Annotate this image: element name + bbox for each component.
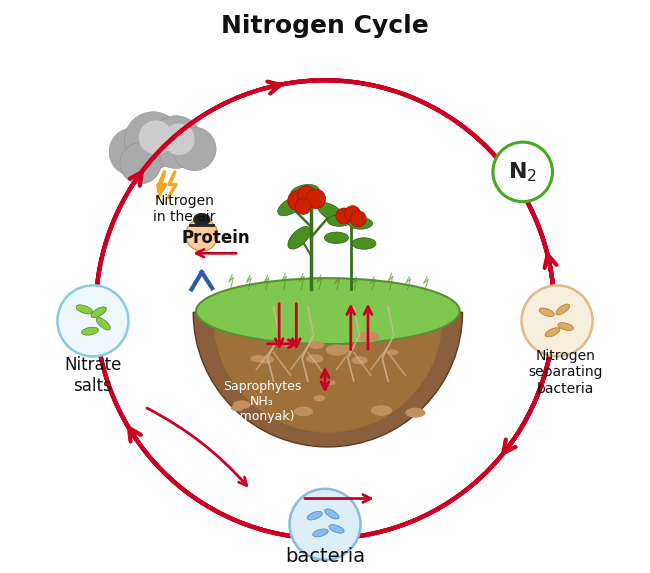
Ellipse shape (76, 305, 92, 314)
Text: Nitrogen
in the air: Nitrogen in the air (153, 194, 216, 224)
Ellipse shape (329, 525, 344, 533)
Ellipse shape (370, 405, 392, 416)
Ellipse shape (328, 215, 352, 226)
Circle shape (139, 120, 173, 155)
Circle shape (336, 208, 352, 224)
Ellipse shape (387, 350, 398, 355)
Circle shape (295, 198, 311, 214)
Ellipse shape (231, 405, 244, 411)
Ellipse shape (281, 339, 299, 348)
Text: bacteria: bacteria (285, 547, 365, 566)
Circle shape (344, 206, 361, 222)
Circle shape (186, 219, 218, 251)
Ellipse shape (326, 380, 335, 385)
Text: Nitrate
salts: Nitrate salts (64, 356, 122, 395)
Ellipse shape (558, 323, 573, 331)
Ellipse shape (539, 308, 554, 316)
Ellipse shape (341, 345, 353, 351)
Circle shape (350, 211, 366, 227)
Ellipse shape (258, 355, 274, 364)
Ellipse shape (82, 327, 99, 335)
Ellipse shape (308, 341, 324, 349)
Circle shape (288, 190, 308, 211)
Ellipse shape (348, 218, 372, 229)
Ellipse shape (294, 407, 313, 416)
Ellipse shape (324, 232, 348, 244)
Circle shape (298, 186, 316, 204)
Ellipse shape (545, 328, 560, 337)
Ellipse shape (313, 529, 328, 537)
Ellipse shape (556, 304, 569, 315)
Ellipse shape (250, 355, 265, 362)
Wedge shape (214, 318, 442, 433)
Ellipse shape (318, 202, 344, 222)
Circle shape (57, 285, 129, 356)
Ellipse shape (278, 197, 304, 216)
Circle shape (289, 489, 361, 560)
Ellipse shape (325, 509, 339, 519)
Ellipse shape (357, 331, 380, 343)
Ellipse shape (196, 278, 460, 344)
Circle shape (521, 285, 593, 356)
Ellipse shape (96, 317, 110, 330)
Ellipse shape (306, 354, 324, 363)
Text: Protein: Protein (182, 229, 250, 247)
Ellipse shape (326, 344, 348, 356)
Circle shape (163, 123, 195, 155)
Circle shape (150, 116, 202, 168)
Ellipse shape (405, 407, 426, 418)
Circle shape (306, 189, 326, 209)
Wedge shape (193, 312, 463, 447)
Ellipse shape (352, 356, 368, 364)
Ellipse shape (194, 214, 210, 225)
Ellipse shape (233, 401, 250, 409)
Text: Nitrogen Cycle: Nitrogen Cycle (221, 14, 429, 38)
Circle shape (109, 128, 157, 176)
Ellipse shape (344, 346, 354, 351)
Ellipse shape (307, 512, 322, 520)
Ellipse shape (288, 226, 311, 249)
Ellipse shape (352, 238, 376, 249)
Circle shape (173, 127, 216, 171)
Text: Saprophytes
NH₃
(amonyak): Saprophytes NH₃ (amonyak) (223, 379, 301, 423)
Circle shape (493, 142, 552, 202)
Text: Nitrogen
separating
bacteria: Nitrogen separating bacteria (528, 350, 603, 395)
Ellipse shape (291, 185, 319, 199)
Circle shape (120, 143, 161, 184)
Circle shape (124, 112, 182, 169)
Text: N$_2$: N$_2$ (508, 160, 538, 184)
Ellipse shape (313, 395, 325, 401)
Ellipse shape (91, 307, 107, 317)
